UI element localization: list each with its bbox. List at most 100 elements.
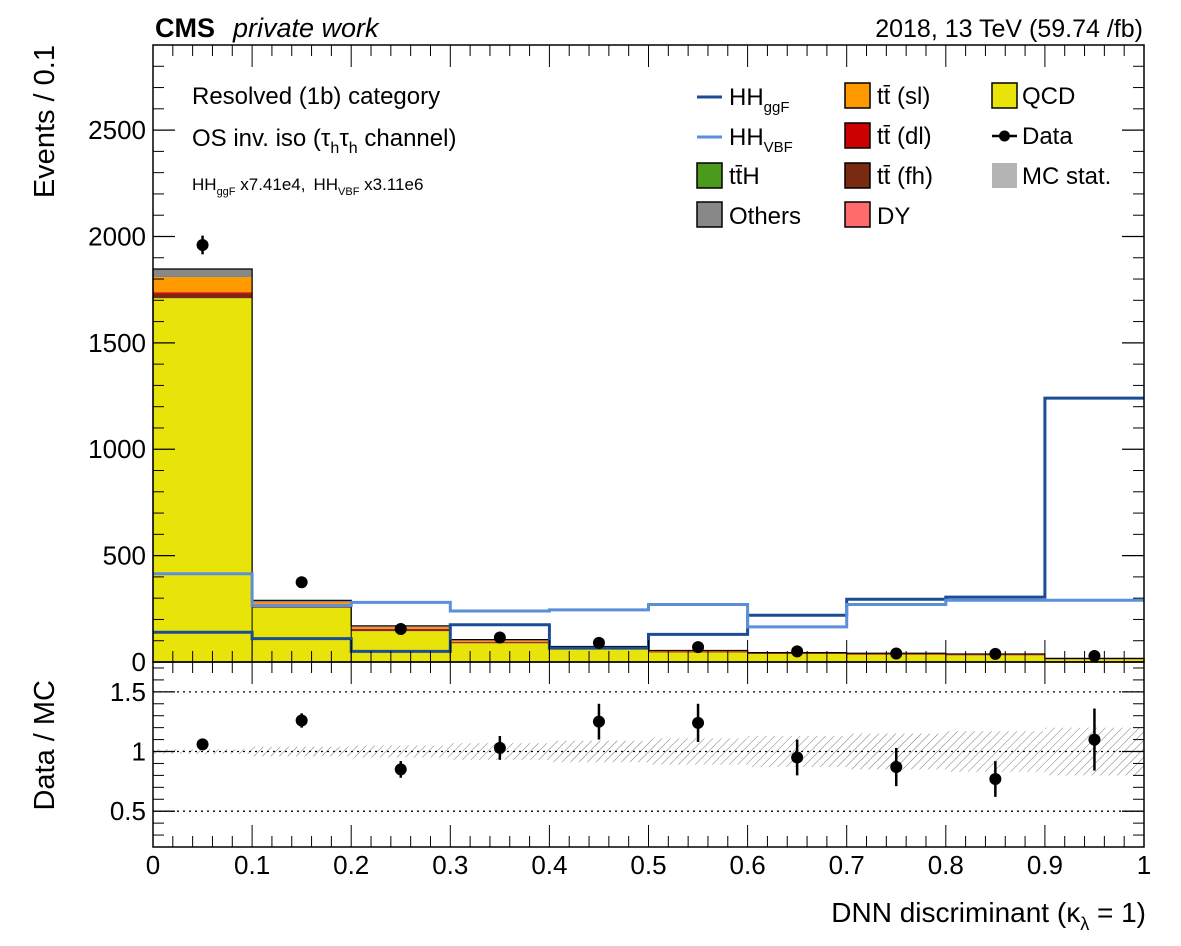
ratio-point-1 xyxy=(295,714,308,727)
xtick-label-0.7: 0.7 xyxy=(829,850,865,880)
bar-dy-0 xyxy=(153,276,253,278)
legend-tt-dl: tt̄ (dl) xyxy=(877,123,932,150)
signal-scale-label: HHggF x7.41e4, HHVBF x3.11e6 xyxy=(192,175,423,198)
scale-ggf-sub: ggF xyxy=(217,186,236,198)
legend-hh-ggf: HHggF xyxy=(729,84,790,116)
data-point-8 xyxy=(989,647,1002,660)
hh-vbf-line xyxy=(153,572,1144,629)
tau-sub-2: h xyxy=(349,140,358,157)
ratio-point-7 xyxy=(890,761,903,774)
main-ytick-label-2000: 2000 xyxy=(88,221,146,251)
legend-dy: DY xyxy=(877,203,910,230)
xtick-label-0.9: 0.9 xyxy=(1027,850,1063,880)
scale-vbf-sub: VBF xyxy=(338,186,360,198)
x-axis-label: DNN discriminant (κλ = 1) xyxy=(831,897,1146,934)
tau-symbol-2: τ xyxy=(339,125,349,152)
ratio-y-axis-label: Data / MC xyxy=(29,680,61,811)
bar-dy-1 xyxy=(252,602,352,603)
scale-hh-2: HH xyxy=(313,175,338,194)
bar-others-1 xyxy=(252,600,352,603)
legend-others: Others xyxy=(729,203,801,230)
experiment-label: CMS xyxy=(155,13,215,43)
data-point-6 xyxy=(791,645,804,658)
legend-tth: tt̄H xyxy=(729,163,760,190)
xtick-label-0: 0 xyxy=(146,850,160,880)
xtick-label-0.2: 0.2 xyxy=(333,850,369,880)
ratio-point-6 xyxy=(791,751,804,764)
region-suffix: channel) xyxy=(358,125,457,152)
ratio-point-3 xyxy=(493,741,506,754)
legend-tt-sl-swatch xyxy=(844,82,871,109)
legend: HHggF HHVBF tt̄H Others tt̄ (sl) tt̄ (dl… xyxy=(696,82,1111,230)
scale-vbf-factor: x3.11e6 xyxy=(359,175,423,194)
legend-tth-swatch xyxy=(696,162,723,189)
ratio-point-4 xyxy=(592,715,605,728)
mc-stat-band-5 xyxy=(648,738,748,765)
x-axis-label-kappa-sub: λ xyxy=(1080,914,1089,934)
data-point-7 xyxy=(890,647,903,660)
bar-qcd-6 xyxy=(747,653,847,662)
legend-hh-vbf-sub: VBF xyxy=(764,139,793,156)
bar-qcd-0 xyxy=(153,298,253,662)
legend-hh-ggf-main: HH xyxy=(729,84,764,111)
legend-tt-dl-swatch xyxy=(844,122,871,149)
xtick-label-1: 1 xyxy=(1137,850,1151,880)
data-point-2 xyxy=(394,623,407,636)
legend-tt-fh: tt̄ (fh) xyxy=(877,163,933,190)
scale-hh-1: HH xyxy=(192,175,217,194)
x-axis-label-text: DNN discriminant ( xyxy=(831,897,1067,928)
legend-data-marker xyxy=(999,130,1010,142)
legend-dy-swatch xyxy=(844,201,871,228)
legend-mc-stat: MC stat. xyxy=(1022,163,1111,190)
bar-others-0 xyxy=(153,269,253,277)
bar-tt-dl--0 xyxy=(153,292,253,294)
xtick-label-0.8: 0.8 xyxy=(928,850,964,880)
bar-qcd-2 xyxy=(351,631,451,662)
xtick-label-0.4: 0.4 xyxy=(531,850,567,880)
xtick-label-0.1: 0.1 xyxy=(234,850,270,880)
ratio-points-layer xyxy=(196,703,1101,797)
bar-tt-sl--1 xyxy=(252,602,352,605)
bar-qcd-5 xyxy=(648,652,748,662)
region-label: OS inv. iso (τhτh channel) xyxy=(192,125,456,157)
ratio-point-2 xyxy=(394,763,407,776)
main-ytick-label-1500: 1500 xyxy=(88,328,146,358)
bar-tt-sl--0 xyxy=(153,277,253,293)
legend-hh-vbf-main: HH xyxy=(729,124,764,151)
mc-stat-band-1 xyxy=(252,746,352,757)
legend-hh-vbf: HHVBF xyxy=(729,124,793,156)
data-point-3 xyxy=(493,631,506,644)
region-prefix: OS inv. iso ( xyxy=(192,125,321,152)
data-point-0 xyxy=(196,238,209,251)
x-axis-label-end: = 1) xyxy=(1089,897,1146,928)
legend-tt-sl: tt̄ (sl) xyxy=(877,83,930,110)
data-point-4 xyxy=(592,636,605,649)
bar-qcd-3 xyxy=(450,643,550,662)
main-ytick-label-500: 500 xyxy=(103,541,146,571)
ratio-ytick-label-0.5: 0.5 xyxy=(110,796,146,826)
bar-qcd-4 xyxy=(549,649,649,662)
bar-tt-fh--0 xyxy=(153,293,253,299)
tau-symbol-1: τ xyxy=(321,125,331,152)
xtick-label-0.3: 0.3 xyxy=(432,850,468,880)
bar-qcd-1 xyxy=(252,607,352,662)
tau-sub-1: h xyxy=(330,140,339,157)
ratio-ytick-label-1: 1 xyxy=(132,737,146,767)
ratio-ytick-label-1.5: 1.5 xyxy=(110,677,146,707)
legend-others-swatch xyxy=(696,201,723,228)
scale-ggf-factor: x7.41e4, xyxy=(236,175,306,194)
legend-hh-ggf-sub: ggF xyxy=(764,99,790,116)
legend-data: Data xyxy=(1022,123,1073,150)
bar-tt-h-0 xyxy=(153,276,253,277)
ratio-point-9 xyxy=(1088,733,1101,746)
data-points-layer xyxy=(196,235,1101,663)
legend-qcd-swatch xyxy=(991,82,1018,109)
legend-tt-fh-swatch xyxy=(844,162,871,189)
data-point-9 xyxy=(1088,650,1101,663)
main-y-axis-label: Events / 0.1 xyxy=(29,45,61,198)
private-work-label: private work xyxy=(232,13,380,43)
x-axis-label-kappa: κ xyxy=(1066,897,1081,928)
ratio-axes-layer: 0.5 1 1.5 0 0.1 0.2 0.3 0.4 0.5 0.6 0.7 0.8 0.9 1 xyxy=(110,661,1151,880)
main-ytick-label-0: 0 xyxy=(132,647,146,677)
